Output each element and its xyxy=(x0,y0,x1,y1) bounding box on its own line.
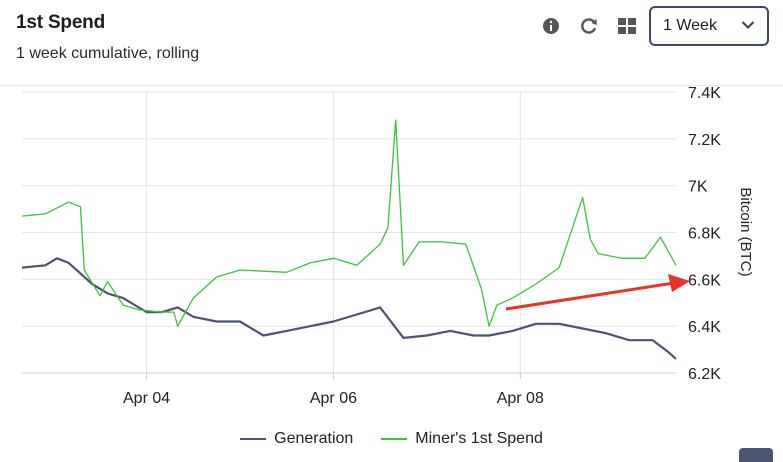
chevron-down-icon xyxy=(741,17,755,35)
series-line-generation xyxy=(21,257,677,360)
legend-swatch-generation xyxy=(240,438,267,440)
annotation-arrow-line xyxy=(505,281,675,311)
legend-item-miners-first-spend[interactable]: Miner's 1st Spend xyxy=(381,430,543,448)
y-tick-label: 7.4K xyxy=(688,86,721,102)
x-tick-label: Apr 08 xyxy=(497,390,544,407)
panel-subtitle: 1 week cumulative, rolling xyxy=(16,45,200,62)
x-tick-label: Apr 04 xyxy=(123,390,170,407)
line-chart: Apr 04 Apr 06 Apr 08 6.2K 6.4K 6.6K 6.8K 7K 7.2… xyxy=(21,86,754,407)
annotation-arrow xyxy=(505,274,690,311)
x-axis: Apr 04 Apr 06 Apr 08 xyxy=(22,372,676,407)
y-tick-label: 6.6K xyxy=(688,272,721,289)
range-select-value: 1 Week xyxy=(663,17,717,34)
y-tick-label: 6.2K xyxy=(688,366,721,383)
y-axis-label: Bitcoin (BTC) xyxy=(737,187,754,276)
refresh-icon[interactable] xyxy=(577,14,601,38)
panel-toolbar: 1 Week xyxy=(539,6,769,46)
chart-grid xyxy=(22,91,676,374)
chart-series xyxy=(21,119,677,360)
x-tick-label: Apr 06 xyxy=(310,390,357,407)
header-divider xyxy=(0,85,783,86)
y-tick-label: 6.4K xyxy=(688,319,721,336)
chart-legend: Generation Miner's 1st Spend xyxy=(0,430,783,448)
annotation-arrow-head xyxy=(668,274,690,292)
y-tick-label: 7K xyxy=(688,179,708,196)
y-tick-label: 7.2K xyxy=(688,132,721,149)
corner-tab-button[interactable] xyxy=(739,448,773,462)
info-icon[interactable] xyxy=(539,14,563,38)
series-line-miners-first-spend xyxy=(21,119,677,327)
panel-title: 1st Spend xyxy=(16,12,105,33)
range-select[interactable]: 1 Week xyxy=(649,6,769,46)
legend-item-generation[interactable]: Generation xyxy=(240,430,353,448)
y-axis: 6.2K 6.4K 6.6K 6.8K 7K 7.2K 7.4K xyxy=(688,86,721,383)
grid-view-icon[interactable] xyxy=(615,14,639,38)
legend-label-generation: Generation xyxy=(274,430,354,447)
y-tick-label: 6.8K xyxy=(688,226,721,243)
legend-swatch-miners-first-spend xyxy=(381,438,408,440)
legend-label-miners-first-spend: Miner's 1st Spend xyxy=(415,430,543,447)
